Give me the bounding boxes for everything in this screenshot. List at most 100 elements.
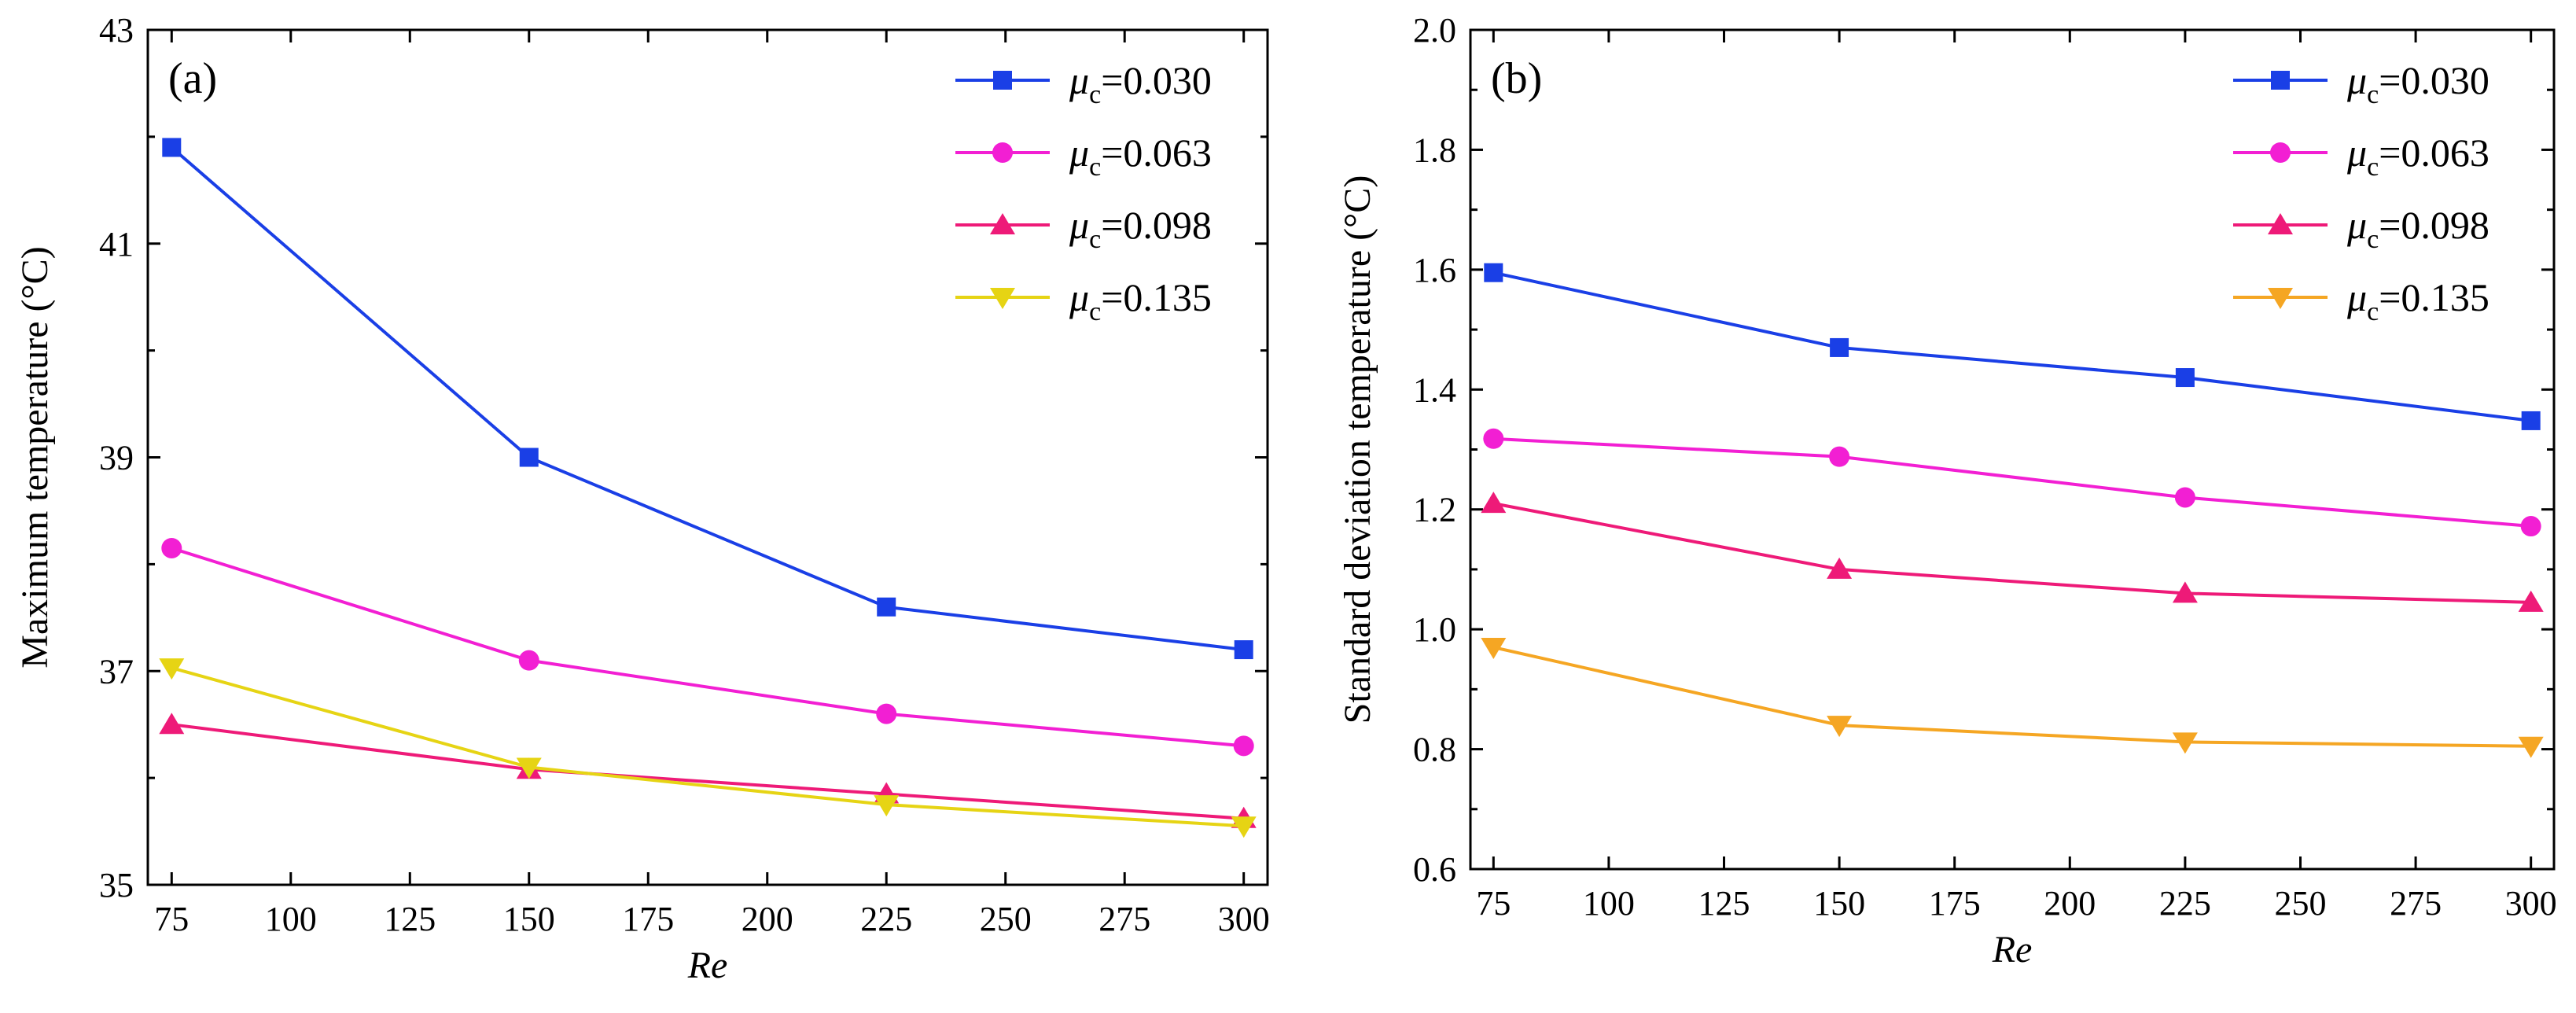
x-tick-label: 150 — [503, 900, 555, 938]
legend-marker — [2268, 213, 2293, 234]
legend-symbol: μ — [2346, 203, 2367, 247]
data-point — [1484, 263, 1503, 282]
series-line — [170, 146, 1244, 652]
data-point — [1483, 428, 1504, 449]
legend-marker — [2271, 71, 2290, 90]
data-point — [162, 138, 182, 157]
legend-marker — [990, 213, 1015, 234]
x-tick-label: 300 — [2505, 884, 2557, 923]
x-tick-label: 225 — [860, 900, 912, 938]
x-tick-label: 250 — [2274, 884, 2326, 923]
y-tick-label: 1.4 — [1413, 370, 1456, 409]
data-point — [2175, 368, 2195, 388]
data-point — [2521, 411, 2541, 430]
legend-marker — [2270, 142, 2291, 163]
legend-subscript: c — [1089, 153, 1101, 182]
legend-entry: μc=0.135 — [955, 275, 1212, 326]
data-point — [2520, 516, 2541, 537]
series-triangle-down — [159, 658, 1257, 838]
data-point — [1829, 446, 1850, 467]
x-tick-label: 275 — [2390, 884, 2442, 923]
x-tick-label: 175 — [1929, 884, 1981, 923]
legend-subscript: c — [2367, 80, 2379, 109]
series-triangle-down — [1481, 638, 2544, 758]
legend-marker — [993, 71, 1012, 90]
data-point — [1827, 716, 1853, 738]
x-tick-label: 75 — [1476, 884, 1511, 923]
legend-symbol: μ — [1069, 58, 1089, 102]
series-line — [1492, 271, 2531, 422]
legend-marker — [992, 142, 1013, 163]
legend-label: μc=0.135 — [2346, 275, 2490, 326]
legend-subscript: c — [2367, 225, 2379, 254]
legend-symbol: μ — [2346, 131, 2367, 175]
legend-value: =0.063 — [2379, 131, 2490, 175]
data-point — [1827, 557, 1853, 579]
series-line — [171, 547, 1244, 748]
x-tick-label: 225 — [2159, 884, 2211, 923]
data-point — [2172, 732, 2198, 754]
series-triangle-up — [159, 713, 1257, 828]
panel-label: (b) — [1491, 54, 1542, 103]
data-point — [159, 658, 185, 680]
data-point — [161, 537, 182, 558]
x-tick-label: 75 — [154, 900, 189, 938]
x-tick-label: 200 — [742, 900, 793, 938]
x-tick-label: 275 — [1098, 900, 1150, 938]
legend-entry: μc=0.063 — [2233, 131, 2490, 182]
data-point — [1231, 816, 1257, 838]
series-line — [1492, 502, 2531, 604]
legend-label: μc=0.098 — [1069, 203, 1212, 254]
legend-subscript: c — [1089, 297, 1101, 326]
legend-value: =0.135 — [2379, 275, 2490, 319]
legend-value: =0.098 — [2379, 203, 2490, 247]
legend-subscript: c — [1089, 80, 1101, 109]
x-tick-label: 125 — [1698, 884, 1750, 923]
panel-label: (a) — [168, 54, 217, 103]
data-point — [518, 650, 539, 671]
legend-symbol: μ — [1069, 131, 1089, 175]
data-point — [519, 448, 539, 467]
data-point — [874, 795, 900, 817]
legend-value: =0.030 — [1101, 58, 1212, 102]
legend-subscript: c — [2367, 297, 2379, 326]
x-axis-title: Re — [1992, 929, 2033, 971]
x-tick-label: 125 — [384, 900, 436, 938]
x-tick-label: 100 — [1583, 884, 1635, 923]
legend-entry: μc=0.098 — [955, 203, 1212, 254]
data-point — [1481, 638, 1507, 660]
y-tick-label: 0.6 — [1413, 850, 1456, 889]
y-tick-label: 1.6 — [1413, 251, 1456, 289]
data-point — [516, 757, 542, 779]
legend-value: =0.030 — [2379, 58, 2490, 102]
data-point — [1481, 492, 1507, 514]
legend-label: μc=0.135 — [1069, 275, 1212, 326]
y-axis-title: Standard deviation temperature (°C) — [1337, 175, 1378, 724]
data-point — [2518, 736, 2544, 758]
data-point — [1233, 735, 1254, 757]
series-line — [171, 666, 1244, 828]
data-point — [877, 597, 896, 617]
legend-marker — [990, 288, 1015, 309]
y-tick-label: 1.8 — [1413, 131, 1456, 169]
legend-entry: μc=0.135 — [2233, 275, 2490, 326]
legend-symbol: μ — [1069, 275, 1089, 319]
legend-symbol: μ — [1069, 203, 1089, 247]
legend-label: μc=0.098 — [2346, 203, 2490, 254]
series-circle — [1483, 428, 2541, 537]
x-tick-label: 250 — [980, 900, 1032, 938]
y-tick-label: 35 — [99, 866, 134, 904]
series-square — [1484, 263, 2541, 430]
legend-subscript: c — [2367, 153, 2379, 182]
y-axis-title: Maximum temperature (°C) — [14, 246, 56, 668]
series-triangle-up — [1481, 492, 2544, 612]
y-tick-label: 39 — [99, 439, 134, 477]
legend-value: =0.098 — [1101, 203, 1212, 247]
y-tick-label: 37 — [99, 652, 134, 691]
series-line — [1492, 646, 2531, 748]
y-tick-label: 2.0 — [1413, 11, 1456, 50]
data-point — [2174, 487, 2195, 508]
legend-marker — [2268, 288, 2293, 309]
y-tick-label: 1.0 — [1413, 610, 1456, 649]
